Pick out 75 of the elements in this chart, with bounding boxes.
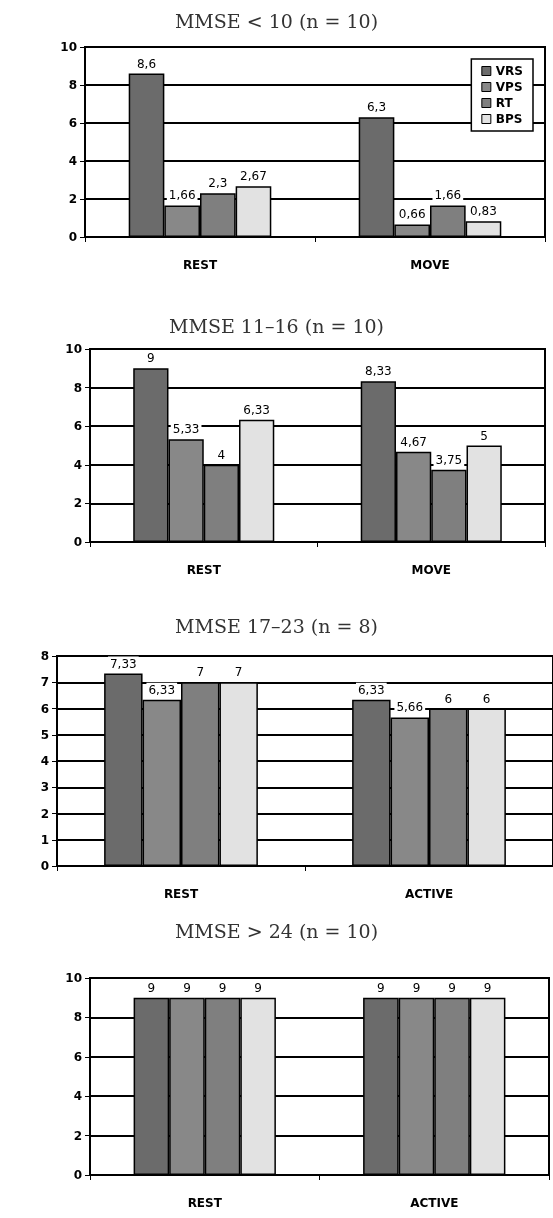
y-tick-label: 2 bbox=[68, 192, 77, 206]
y-tick-label: 4 bbox=[68, 154, 77, 168]
data-label: 6 bbox=[482, 691, 491, 706]
data-label: 9 bbox=[483, 980, 492, 995]
data-label: 6,33 bbox=[357, 682, 385, 697]
y-tick-label: 5 bbox=[40, 727, 49, 742]
data-label: 9 bbox=[147, 980, 156, 995]
y-tick-label: 2 bbox=[40, 806, 49, 821]
y-tick-label: 10 bbox=[65, 971, 82, 985]
data-label: 5 bbox=[480, 428, 488, 443]
y-tick-label: 4 bbox=[40, 754, 49, 768]
y-tick-label: 4 bbox=[73, 1089, 82, 1104]
data-label: 8,6 bbox=[136, 56, 157, 71]
x-tick-label: REST bbox=[187, 1196, 223, 1210]
x-tick-label: ACTIVE bbox=[410, 1196, 459, 1210]
data-label: 0,83 bbox=[470, 204, 497, 219]
data-label: 9 bbox=[147, 351, 155, 366]
y-tick-label: 0 bbox=[40, 859, 49, 873]
y-tick-label: 8 bbox=[73, 380, 82, 395]
data-label: 3,75 bbox=[435, 452, 463, 467]
data-label: 6,3 bbox=[366, 100, 387, 115]
data-label: 6,33 bbox=[243, 402, 270, 417]
x-tick-label: ACTIVE bbox=[404, 887, 454, 901]
data-label: 7,33 bbox=[109, 656, 137, 671]
y-tick-label: 8 bbox=[73, 1010, 82, 1025]
y-tick-label: 8 bbox=[40, 649, 49, 663]
data-label: 2,67 bbox=[240, 169, 267, 184]
data-label: 6,33 bbox=[148, 682, 176, 697]
legend-label: RT bbox=[495, 96, 514, 110]
y-tick-label: 2 bbox=[73, 496, 82, 511]
y-tick-label: 7 bbox=[40, 675, 49, 690]
data-label: 9 bbox=[448, 980, 456, 995]
data-label: 9 bbox=[254, 980, 262, 995]
x-tick-label: REST bbox=[186, 563, 222, 577]
y-tick-label: 10 bbox=[60, 40, 77, 54]
y-tick-label: 6 bbox=[68, 116, 77, 130]
data-label: 8,33 bbox=[365, 364, 392, 379]
data-label: 1,66 bbox=[434, 188, 462, 203]
y-tick-label: 0 bbox=[73, 1168, 82, 1182]
data-label: 9 bbox=[183, 980, 191, 995]
y-tick-label: 0 bbox=[68, 230, 77, 244]
chart-title: MMSE < 10 (n = 10) bbox=[174, 9, 379, 32]
legend-label: VRS bbox=[495, 64, 523, 78]
y-tick-label: 4 bbox=[73, 457, 82, 472]
legend-label: VPS bbox=[495, 80, 523, 94]
y-tick-label: 3 bbox=[40, 780, 49, 795]
data-label: 9 bbox=[412, 980, 421, 995]
data-label: 7 bbox=[196, 665, 205, 680]
x-tick-label: MOVE bbox=[410, 258, 450, 272]
data-label: 7 bbox=[234, 665, 243, 680]
y-tick-label: 10 bbox=[65, 342, 82, 356]
data-label: 9 bbox=[377, 980, 385, 995]
data-label: 4 bbox=[217, 447, 226, 462]
y-tick-label: 8 bbox=[68, 78, 77, 92]
data-label: 5,33 bbox=[172, 422, 200, 437]
x-tick-label: MOVE bbox=[411, 563, 451, 577]
data-label: 0,66 bbox=[398, 207, 426, 222]
y-tick-label: 6 bbox=[73, 1049, 82, 1064]
data-label: 5,66 bbox=[396, 700, 424, 715]
legend-label: BPS bbox=[495, 112, 523, 126]
y-tick-label: 0 bbox=[73, 535, 82, 549]
data-label: 1,66 bbox=[168, 188, 196, 203]
data-label: 9 bbox=[218, 980, 227, 995]
y-tick-label: 6 bbox=[40, 701, 49, 716]
y-tick-label: 6 bbox=[73, 419, 82, 434]
x-tick-label: REST bbox=[182, 258, 218, 272]
x-tick-label: REST bbox=[163, 887, 199, 901]
chart-title: MMSE 11–16 (n = 10) bbox=[169, 314, 384, 337]
data-label: 6 bbox=[444, 691, 453, 706]
data-label: 2,3 bbox=[208, 176, 228, 191]
chart-title: MMSE > 24 (n = 10) bbox=[174, 919, 379, 942]
chart-title: MMSE 17–23 (n = 8) bbox=[175, 614, 378, 637]
y-tick-label: 2 bbox=[73, 1128, 82, 1143]
y-tick-label: 1 bbox=[40, 832, 49, 847]
data-label: 4,67 bbox=[400, 434, 427, 449]
